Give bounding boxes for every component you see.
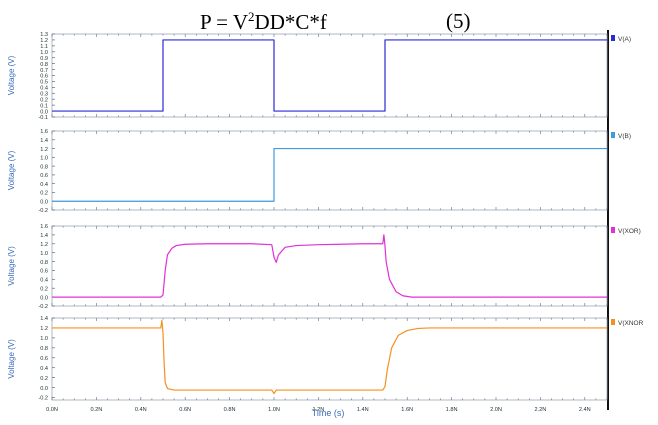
x-tick-label: 0.0N	[46, 407, 58, 413]
y-tick-label: 0.2	[40, 376, 48, 382]
x-tick-label: 0.6N	[179, 407, 191, 413]
y-tick-label: 0.4	[40, 182, 48, 188]
y-tick-label: 0.0	[40, 295, 48, 301]
y-tick-label: 1.4	[40, 138, 48, 144]
formula-lhs: P = V	[200, 10, 249, 34]
y-tick-label: 0.3	[40, 91, 48, 97]
y-tick-label: 1.0	[40, 251, 48, 257]
x-tick-label: 0.8N	[224, 407, 236, 413]
y-tick-label: 0.0	[40, 109, 48, 115]
y-tick-label: 0.6	[40, 356, 48, 362]
series-line	[52, 319, 607, 395]
y-axis-label: Voltage (V)	[7, 339, 16, 379]
y-tick-label: 0.7	[40, 68, 48, 74]
panel-frame	[51, 33, 608, 118]
panel-frame	[51, 225, 608, 307]
y-tick-label: -0.2	[38, 208, 48, 214]
y-tick-label: 0.5	[40, 80, 48, 86]
x-tick-label: 1.4N	[357, 407, 369, 413]
x-tick-label: 2.2N	[534, 407, 546, 413]
y-tick-label: 0.8	[40, 260, 48, 266]
y-tick-label: 0.1	[40, 103, 48, 109]
y-tick-label: 1.0	[40, 50, 48, 56]
series-line	[52, 39, 607, 112]
equation-number: (5)	[446, 9, 471, 33]
y-tick-label: 0.4	[40, 278, 48, 284]
y-tick-label: 0.2	[40, 97, 48, 103]
y-tick-label: 1.2	[40, 326, 48, 332]
y-tick-label: 1.3	[40, 32, 48, 38]
legend-swatch	[611, 319, 615, 325]
series-line	[52, 234, 607, 298]
x-tick-label: 2.0N	[490, 407, 502, 413]
legend-swatch	[611, 132, 615, 138]
x-tick-label: 1.0N	[268, 407, 280, 413]
series-line	[52, 147, 607, 202]
y-tick-label: 1.6	[40, 224, 48, 230]
y-tick-label: 1.2	[40, 38, 48, 44]
y-tick-label: -0.1	[38, 115, 48, 121]
chart-right-border	[607, 30, 609, 410]
y-tick-label: 0.2	[40, 286, 48, 292]
y-tick-label: 1.2	[40, 147, 48, 153]
legend-swatch	[611, 35, 615, 41]
panel-frame	[51, 130, 608, 211]
x-tick-label: 1.2N	[312, 407, 324, 413]
formula-expression: P = V2DD*C*f	[200, 9, 327, 35]
power-formula: P = V2DD*C*f (5)	[200, 0, 500, 36]
y-tick-label: -0.2	[38, 396, 48, 402]
y-tick-label: 0.0	[40, 386, 48, 392]
y-tick-label: 1.0	[40, 336, 48, 342]
y-tick-label: 0.6	[40, 269, 48, 275]
y-tick-label: -0.2	[38, 304, 48, 310]
panel-4: -0.2 0.0 0.2 0.4 0.6 0.8 1.0 1.2 1.4 Voltage (V) V…	[7, 316, 644, 402]
y-tick-label: 0.8	[40, 346, 48, 352]
y-tick-label: 0.6	[40, 173, 48, 179]
y-tick-label: 0.6	[40, 74, 48, 80]
y-tick-label: 1.2	[40, 242, 48, 248]
panel-3: -0.2 0.0 0.2 0.4 0.6 0.8 1.0 1.2 1.4 1.6 Voltage (…	[7, 224, 641, 310]
x-tick-label: 1.6N	[401, 407, 413, 413]
legend-entry: V(B)	[618, 133, 631, 140]
x-axis-label: Time (s)	[312, 408, 345, 418]
y-tick-label: 1.4	[40, 316, 48, 322]
x-tick-label: 2.4N	[579, 407, 591, 413]
y-tick-label: 1.6	[40, 129, 48, 135]
legend-entry: V(XOR)	[618, 228, 641, 235]
chart-panels: -0.10.00.10.20.30.40.50.60.70.80.91.01.1…	[7, 30, 644, 413]
legend-entry: V(XNOR	[618, 320, 644, 327]
formula-superscript: 2	[248, 9, 255, 24]
x-tick-label: 0.2N	[90, 407, 102, 413]
y-tick-label: 0.2	[40, 191, 48, 197]
legend-swatch	[611, 227, 615, 233]
y-tick-label: 1.1	[40, 44, 48, 50]
x-tick-label: 0.4N	[135, 407, 147, 413]
y-tick-label: 0.9	[40, 56, 48, 62]
y-tick-label: 0.0	[40, 199, 48, 205]
y-tick-label: 1.0	[40, 156, 48, 162]
x-tick-label: 1.8N	[446, 407, 458, 413]
y-axis-label: Voltage (V)	[7, 246, 16, 286]
panel-2: -0.2 0.0 0.2 0.4 0.6 0.8 1.0 1.2 1.4 1.6 Voltage (…	[7, 129, 631, 214]
y-tick-label: 0.4	[40, 366, 48, 372]
y-tick-label: 0.8	[40, 62, 48, 68]
y-tick-label: 1.4	[40, 233, 48, 239]
panel-frame	[51, 317, 608, 401]
y-tick-label: 0.8	[40, 164, 48, 170]
y-tick-label: 0.4	[40, 86, 48, 92]
legend-entry: V(A)	[618, 36, 631, 43]
y-axis-label: Voltage (V)	[7, 55, 16, 95]
y-axis-label: Voltage (V)	[7, 150, 16, 190]
panel-1: -0.10.00.10.20.30.40.50.60.70.80.91.01.1…	[7, 32, 631, 121]
formula-rhs: DD*C*f	[254, 10, 327, 34]
